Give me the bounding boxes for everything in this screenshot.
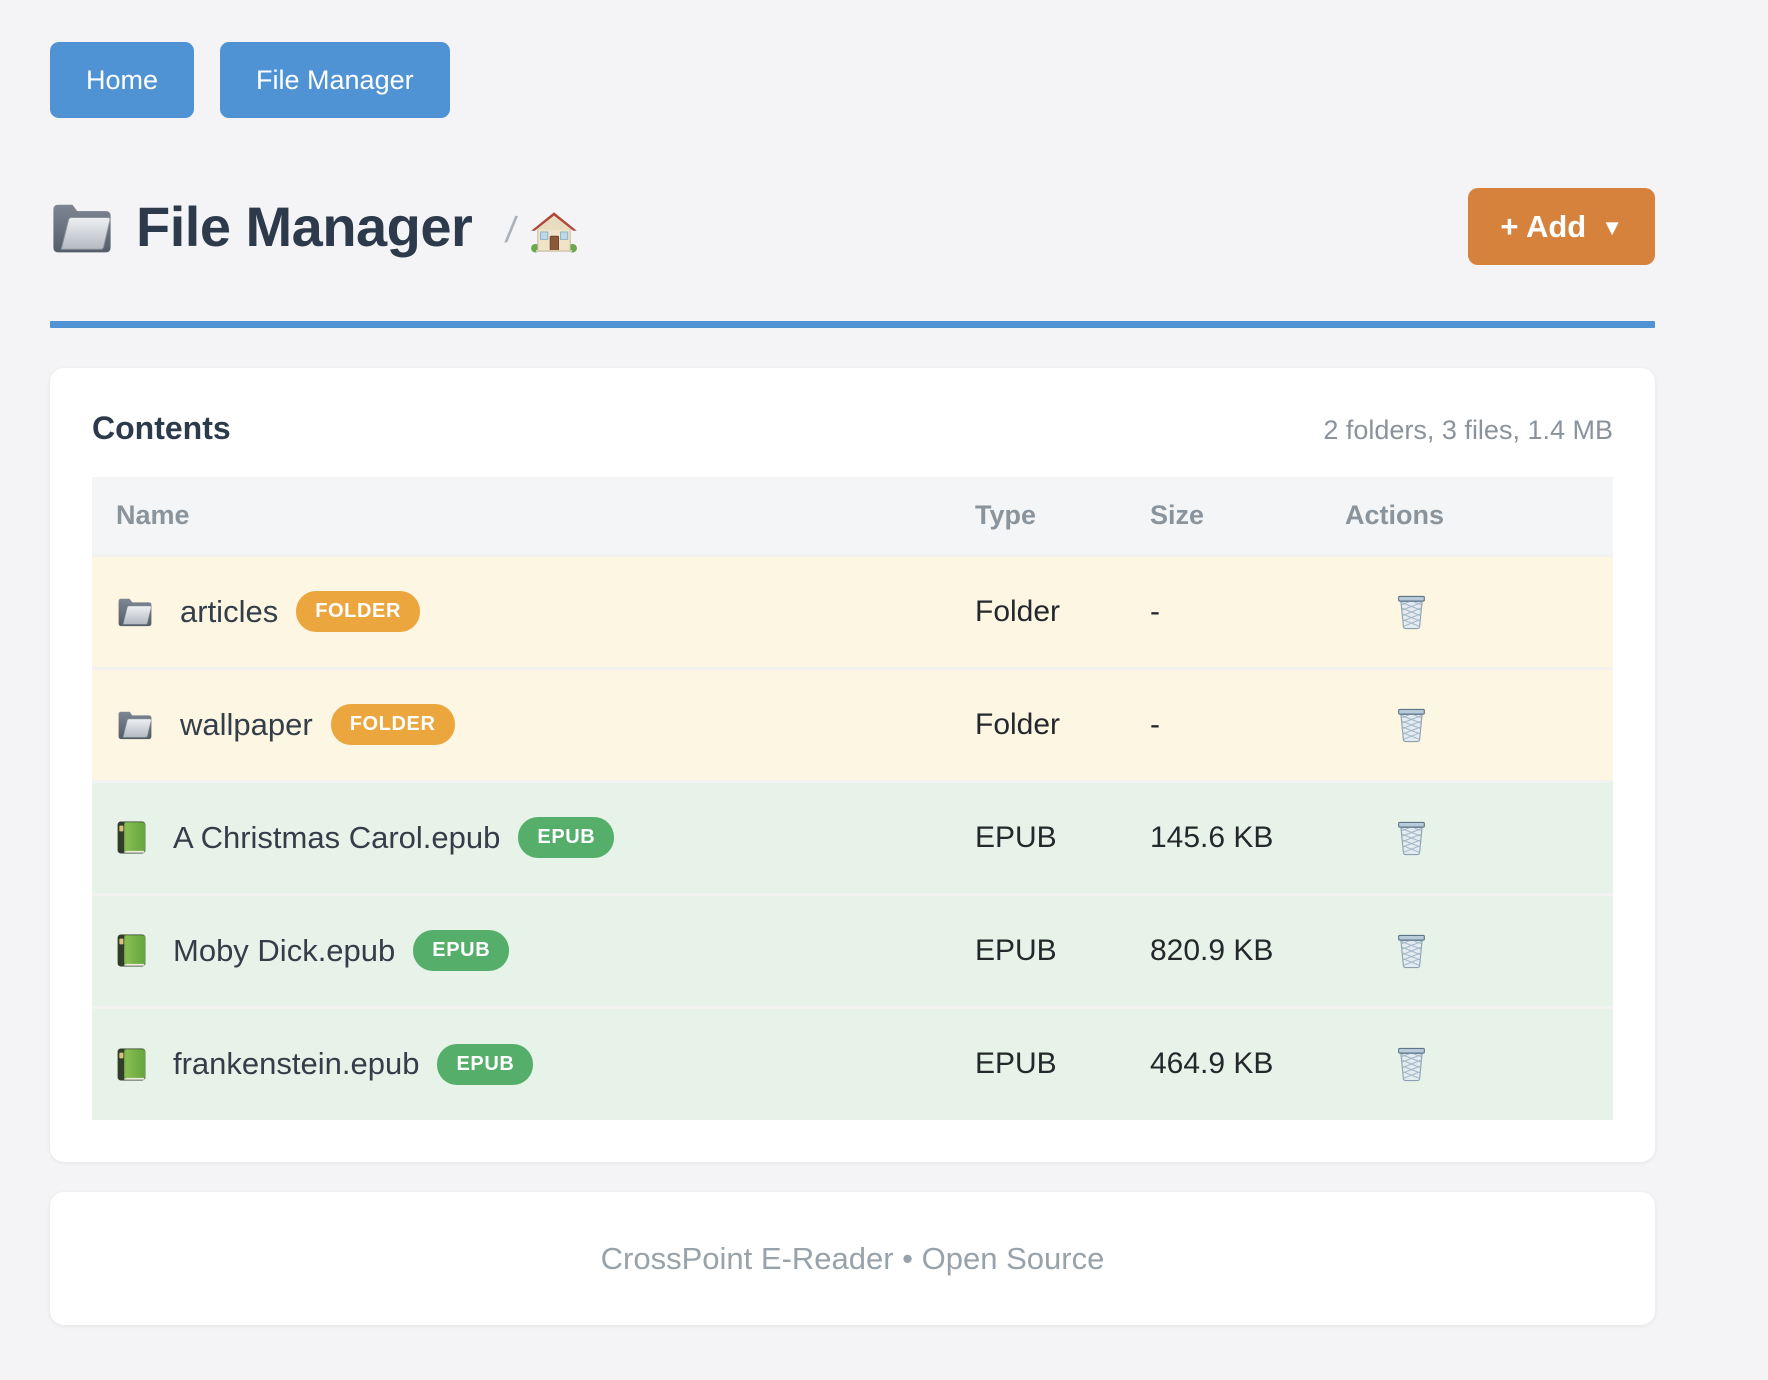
book-icon [116,933,147,968]
trash-icon [1397,593,1426,631]
contents-card-header: Contents 2 folders, 3 files, 1.4 MB [92,410,1613,447]
file-type: EPUB [975,933,1057,967]
table-row: Moby Dick.epub EPUB EPUB 820.9 KB [92,894,1613,1007]
trash-icon [1397,1045,1426,1083]
file-name[interactable]: articles [180,593,279,629]
table-header-row: Name Type Size Actions [92,477,1613,555]
trash-icon [1397,932,1426,970]
table-row: frankenstein.epub EPUB EPUB 464.9 KB [92,1007,1613,1120]
column-header-size: Size [1126,477,1321,555]
file-name[interactable]: A Christmas Carol.epub [173,819,501,855]
breadcrumb-separator: / [503,208,520,250]
chevron-down-icon: ▼ [1601,215,1623,240]
file-name[interactable]: wallpaper [180,706,313,742]
house-icon[interactable] [530,210,578,254]
file-table: Name Type Size Actions articles FOLDER F… [92,477,1613,1120]
table-row: articles FOLDER Folder - [92,555,1613,668]
file-size: 820.9 KB [1150,933,1274,967]
type-badge: EPUB [518,817,615,858]
file-type: Folder [975,707,1061,741]
page-title: File Manager [136,195,473,258]
column-header-actions: Actions [1321,477,1613,555]
folder-icon [116,709,154,740]
contents-card: Contents 2 folders, 3 files, 1.4 MB Name… [50,368,1655,1162]
delete-button[interactable] [1397,593,1426,631]
type-badge: FOLDER [296,591,421,632]
contents-summary: 2 folders, 3 files, 1.4 MB [1323,415,1613,445]
trash-icon [1397,706,1426,744]
title-group: File Manager / [50,194,578,259]
folder-icon [116,596,154,627]
delete-button[interactable] [1397,1045,1426,1083]
delete-button[interactable] [1397,819,1426,857]
add-button[interactable]: + Add ▼ [1468,188,1655,265]
file-name[interactable]: frankenstein.epub [173,1046,420,1082]
file-size: 464.9 KB [1150,1047,1274,1081]
type-badge: FOLDER [330,704,455,745]
top-nav: Home File Manager [50,0,1655,118]
table-row: wallpaper FOLDER Folder - [92,668,1613,781]
contents-title: Contents [92,410,231,446]
title-row: File Manager / + Add ▼ [50,188,1655,265]
footer: CrossPoint E-Reader • Open Source [50,1192,1655,1325]
file-size: 145.6 KB [1150,820,1274,854]
trash-icon [1397,819,1426,857]
add-button-label: + Add [1500,208,1587,244]
file-name[interactable]: Moby Dick.epub [173,932,396,968]
column-header-name: Name [92,477,951,555]
footer-text: CrossPoint E-Reader • Open Source [600,1240,1105,1276]
folder-icon [50,200,114,254]
file-size: - [1150,594,1160,628]
delete-button[interactable] [1397,932,1426,970]
delete-button[interactable] [1397,706,1426,744]
book-icon [116,820,147,855]
table-row: A Christmas Carol.epub EPUB EPUB 145.6 K… [92,781,1613,894]
type-badge: EPUB [413,930,510,971]
page-container: Home File Manager File Manager / + Add ▼… [50,0,1655,1325]
file-type: Folder [975,594,1061,628]
file-type: EPUB [975,1047,1057,1081]
file-size: - [1150,707,1160,741]
column-header-type: Type [951,477,1126,555]
file-manager-button[interactable]: File Manager [220,42,450,118]
file-type: EPUB [975,820,1057,854]
type-badge: EPUB [437,1043,534,1085]
home-button[interactable]: Home [50,42,195,118]
title-underline [50,321,1655,328]
book-icon [116,1047,147,1082]
